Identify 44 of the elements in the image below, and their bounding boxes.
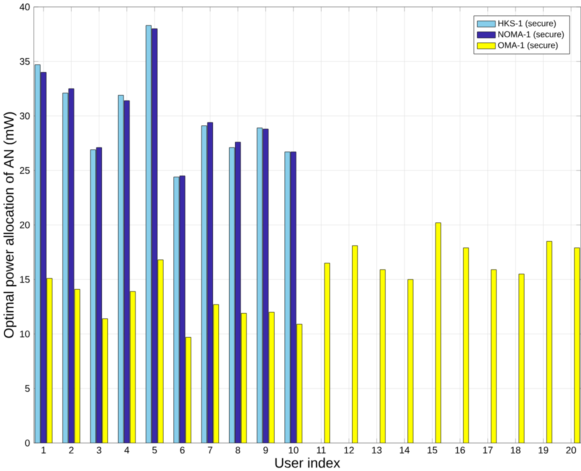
x-tick-label: 10	[288, 446, 298, 454]
y-tick-label: 15	[20, 276, 30, 283]
bar	[574, 247, 580, 443]
y-tick-label: 25	[20, 166, 30, 174]
bar	[490, 269, 497, 443]
x-tick-label: 13	[372, 446, 382, 454]
x-tick-label: 12	[344, 446, 354, 454]
x-tick-label: 14	[400, 446, 410, 454]
x-tick-label: 7	[208, 446, 212, 454]
x-tick-label: 15	[428, 446, 438, 454]
x-tick-label: 18	[510, 446, 520, 454]
x-tick-label: 8	[236, 446, 240, 454]
bar	[518, 274, 524, 443]
y-tick-label: 10	[20, 330, 30, 338]
x-tick-label: 9	[263, 446, 268, 454]
x-tick-label: 16	[455, 446, 465, 454]
y-tick-label: 30	[20, 112, 30, 120]
bar	[352, 245, 358, 443]
x-tick-label: 3	[96, 446, 102, 454]
x-tick-label: 11	[316, 446, 326, 454]
legend-label: HKS-1 (secure)	[498, 20, 556, 28]
y-tick-label: 40	[20, 3, 30, 10]
x-axis-title: User index	[275, 457, 340, 468]
x-tick-label: 6	[180, 446, 185, 454]
y-tick-label: 20	[20, 221, 30, 228]
y-tick-label: 35	[20, 58, 30, 65]
x-tick-label: 1	[42, 446, 46, 454]
x-tick-label: 5	[152, 446, 157, 454]
x-tick-label: 4	[124, 446, 130, 454]
y-axis-title: Optimal power allocation of AN (mW)	[4, 112, 16, 338]
bar	[408, 279, 414, 443]
legend-label: OMA-1 (secure)	[498, 42, 558, 50]
bar	[435, 222, 442, 443]
x-tick-label: 2	[69, 446, 74, 454]
bar	[324, 262, 330, 443]
x-tick-label: 17	[483, 446, 493, 454]
x-tick-label: 19	[538, 446, 548, 454]
legend-label: NOMA-1 (secure)	[498, 30, 564, 39]
x-tick-label: 20	[566, 446, 576, 454]
y-tick-label: 5	[25, 385, 30, 392]
bar	[463, 247, 469, 443]
bar	[546, 240, 552, 443]
y-tick-label: 0	[25, 439, 30, 446]
bar	[380, 269, 386, 443]
